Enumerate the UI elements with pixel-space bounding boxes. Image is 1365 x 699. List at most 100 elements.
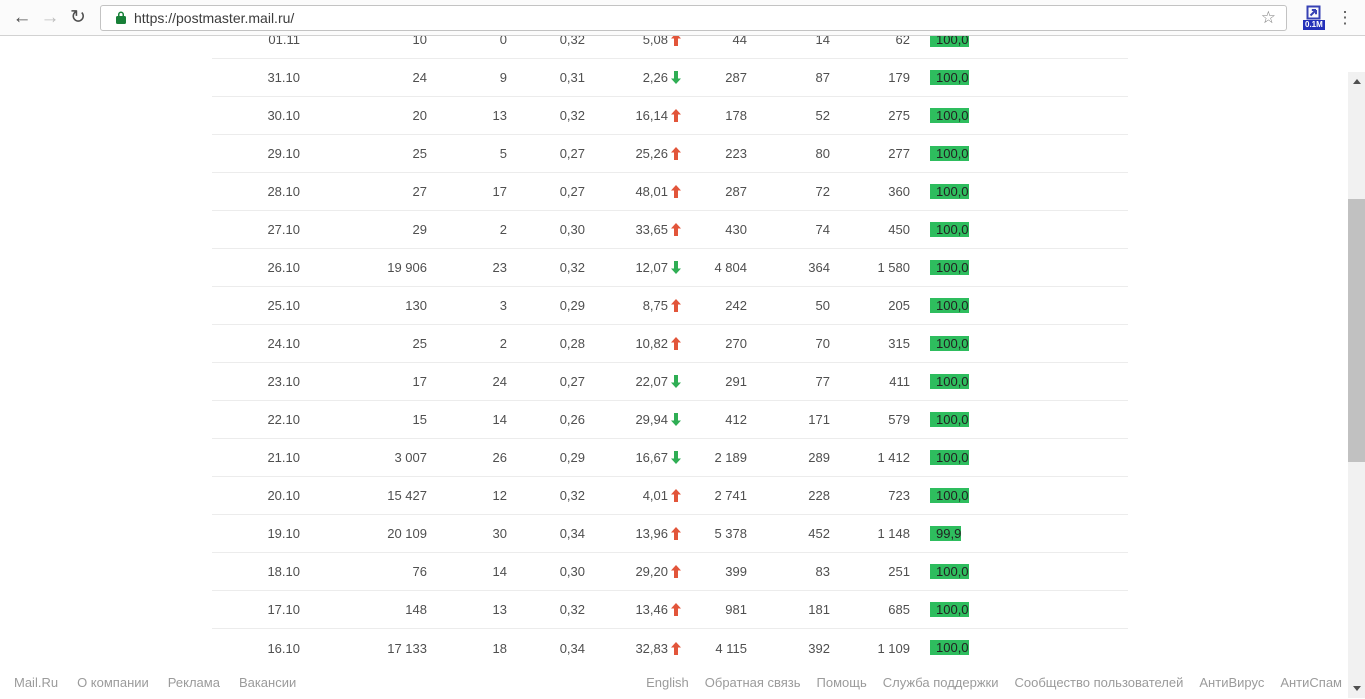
value-cell: 228 [808,488,830,503]
value-cell: 24 [412,70,427,85]
forward-icon[interactable]: → [40,6,60,28]
footer-link[interactable]: О компании [77,675,149,690]
value-cell: 181 [808,602,830,617]
value-cell: 0,26 [559,412,585,427]
value-cell: 981 [725,602,747,617]
date-cell: 23.10 [267,374,300,389]
value-cell: 17 [492,184,507,199]
footer-link[interactable]: Служба поддержки [882,675,999,690]
percent-value: 12,07 [635,260,668,275]
value-cell: 291 [725,374,747,389]
vertical-scrollbar[interactable] [1348,72,1365,698]
delivery-bar-cell: 100,0 [930,106,1128,126]
table-row: 17.10 148 13 0,32 13,46 981 181 685 100,… [212,591,1128,629]
https-lock-icon [115,10,127,25]
scrollbar-thumb[interactable] [1348,199,1365,462]
value-cell: 148 [405,602,427,617]
value-cell: 0,27 [559,374,585,389]
percent-cell: 29,20 [585,564,681,579]
percent-cell: 48,01 [585,184,681,199]
address-bar[interactable]: https://postmaster.mail.ru/ ☆ [100,4,1287,31]
trend-arrow-icon [671,71,681,84]
value-cell: 0,34 [559,526,585,541]
menu-icon[interactable]: ⋮ [1336,7,1354,27]
value-cell: 20 [412,108,427,123]
scroll-up-icon[interactable] [1353,79,1361,84]
value-cell: 72 [815,184,830,199]
value-cell: 25 [412,146,427,161]
delivery-bar-cell: 100,0 [930,36,1128,50]
page-content: 01.11 10 0 0,32 5,08 44 14 62 100,0 31.1… [0,36,1365,698]
value-cell: 1 580 [877,260,910,275]
percent-value: 4,01 [642,488,668,503]
back-icon[interactable]: ← [12,6,32,28]
footer-link[interactable]: АнтиВирус [1199,675,1265,690]
value-cell: 450 [888,222,910,237]
table-row: 27.10 29 2 0,30 33,65 430 74 450 100,0 [212,211,1128,249]
reload-icon[interactable]: ↻ [70,7,86,28]
footer-link[interactable]: Вакансии [238,675,297,690]
extension-icon[interactable]: 0.1M [1303,3,1327,33]
value-cell: 15 427 [387,488,427,503]
value-cell: 685 [888,602,910,617]
table-row: 25.10 130 3 0,29 8,75 242 50 205 100,0 [212,287,1128,325]
progress-bar: 100,0 [930,601,969,617]
table-row: 16.10 17 133 18 0,34 32,83 4 115 392 1 1… [212,629,1128,667]
value-cell: 25 [412,336,427,351]
progress-bar: 100,0 [930,183,969,199]
value-cell: 1 412 [877,450,910,465]
trend-arrow-icon [671,185,681,198]
table-row: 18.10 76 14 0,30 29,20 399 83 251 100,0 [212,553,1128,591]
value-cell: 74 [815,222,830,237]
table-row: 20.10 15 427 12 0,32 4,01 2 741 228 723 … [212,477,1128,515]
footer-link[interactable]: Обратная связь [704,675,801,690]
percent-value: 13,46 [635,602,668,617]
value-cell: 24 [492,374,507,389]
value-cell: 452 [808,526,830,541]
bookmark-star-icon[interactable]: ☆ [1260,7,1276,27]
value-cell: 0,28 [559,336,585,351]
value-cell: 364 [808,260,830,275]
value-cell: 77 [815,374,830,389]
delivery-bar-cell: 100,0 [930,296,1128,316]
progress-bar: 100,0 [930,259,969,275]
footer-link[interactable]: АнтиСпам [1280,675,1342,690]
value-cell: 277 [888,146,910,161]
progress-bar: 100,0 [930,411,969,427]
value-cell: 411 [889,374,910,389]
footer-link[interactable]: Mail.Ru [14,675,59,690]
url-text[interactable]: https://postmaster.mail.ru/ [134,9,295,26]
value-cell: 251 [888,564,910,579]
trend-arrow-icon [671,641,681,655]
value-cell: 17 [412,374,427,389]
value-cell: 579 [888,412,910,427]
value-cell: 2 [499,336,507,351]
progress-bar: 100,0 [930,640,969,655]
value-cell: 83 [815,564,830,579]
value-cell: 0,27 [559,184,585,199]
trend-arrow-icon [671,527,681,540]
percent-cell: 22,07 [585,374,681,389]
value-cell: 4 804 [714,260,747,275]
scroll-down-icon[interactable] [1353,686,1361,691]
footer-link[interactable]: Реклама [167,675,220,690]
footer-link[interactable]: Сообщество пользователей [1014,675,1184,690]
value-cell: 62 [895,36,910,47]
value-cell: 20 109 [387,526,427,541]
value-cell: 130 [405,298,427,313]
date-cell: 24.10 [267,336,300,351]
trend-arrow-icon [671,565,681,578]
date-cell: 28.10 [267,184,300,199]
value-cell: 44 [732,36,747,47]
date-cell: 31.10 [267,70,300,85]
value-cell: 392 [808,640,830,656]
value-cell: 29 [412,222,427,237]
footer-link[interactable]: English [646,675,689,690]
footer-right-links: English Обратная связь Помощь Служба поддер… [630,675,1342,690]
footer-link[interactable]: Помощь [816,675,867,690]
date-cell: 29.10 [267,146,300,161]
value-cell: 287 [725,184,747,199]
value-cell: 0,30 [559,222,585,237]
value-cell: 1 109 [877,640,910,656]
table-row: 30.10 20 13 0,32 16,14 178 52 275 100,0 [212,97,1128,135]
